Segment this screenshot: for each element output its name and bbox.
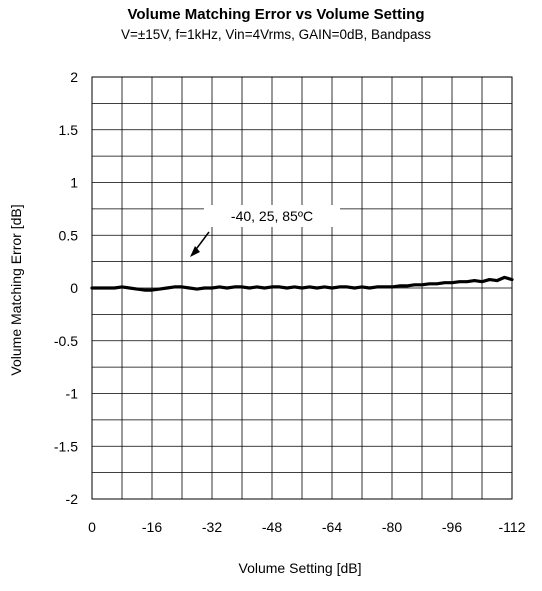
y-tick-label: 1 (70, 175, 78, 191)
x-tick-label: -80 (382, 519, 402, 535)
x-tick-label: -48 (262, 519, 282, 535)
y-tick-label: -1.5 (54, 438, 78, 454)
y-tick-label: 0.5 (59, 227, 79, 243)
y-tick-label: -2 (66, 491, 79, 507)
x-tick-label: 0 (88, 519, 96, 535)
chart-subtitle: V=±15V, f=1kHz, Vin=4Vrms, GAIN=0dB, Ban… (121, 27, 431, 42)
annotation-box (204, 205, 340, 227)
x-tick-label: -64 (322, 519, 342, 535)
x-axis-label: Volume Setting [dB] (239, 560, 362, 576)
y-tick-label: 2 (70, 69, 78, 85)
y-tick-label: 0 (70, 280, 78, 296)
y-axis-label: Volume Matching Error [dB] (8, 204, 24, 375)
series-group (90, 275, 514, 292)
y-tick-label: -1 (66, 386, 79, 402)
x-tick-label: -32 (202, 519, 222, 535)
annotation-label: -40, 25, 85ºC (231, 208, 313, 224)
y-tick-label: 1.5 (59, 122, 79, 138)
x-tick-label: -16 (142, 519, 162, 535)
series-line (90, 275, 514, 292)
tick-labels: 0 -16 -32 -48 -64 -80 -96 -112 2 1.5 1 0.5 0 -0.5 -1 -1… (54, 69, 526, 535)
grid (91, 76, 513, 500)
x-tick-label: -112 (499, 519, 526, 535)
annotation-group: -40, 25, 85ºC (190, 205, 340, 257)
x-tick-label: -96 (442, 519, 462, 535)
annotation-arrowhead (190, 246, 200, 257)
chart-title: Volume Matching Error vs Volume Setting (128, 6, 425, 23)
y-tick-label: -0.5 (54, 333, 78, 349)
